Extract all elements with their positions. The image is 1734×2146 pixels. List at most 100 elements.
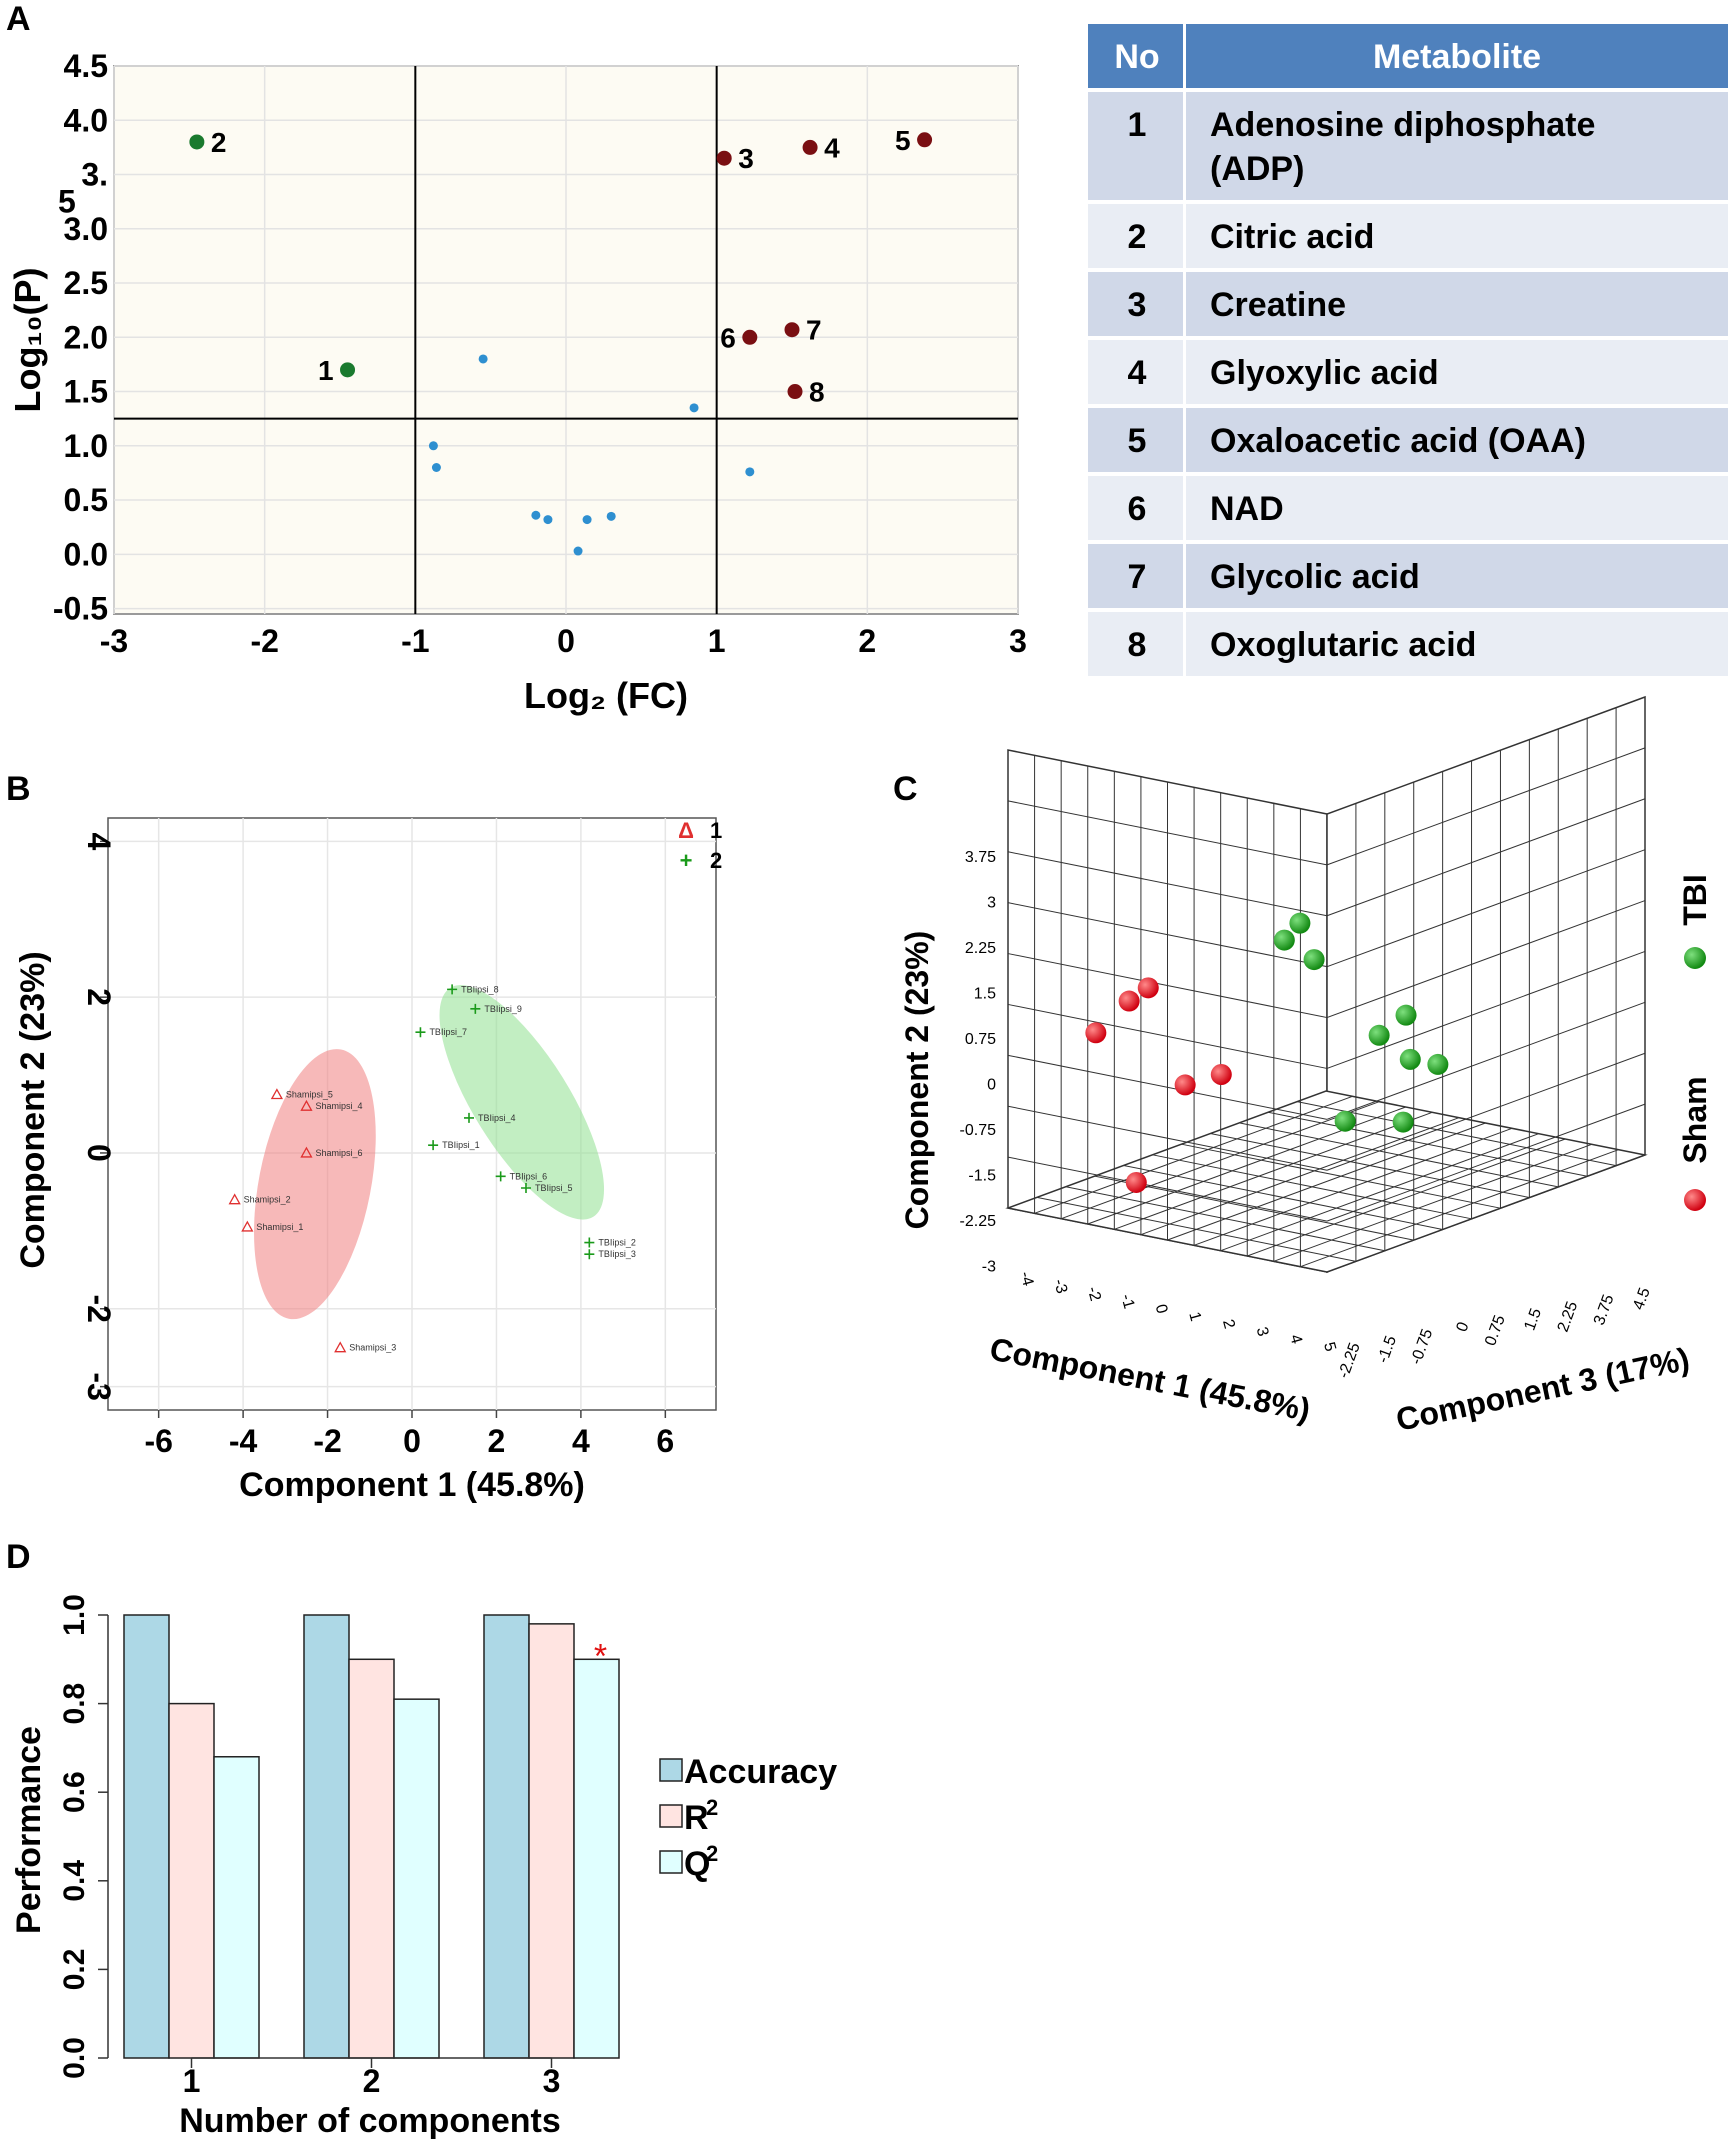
bar bbox=[168, 1702, 215, 2059]
plsda-point-label: TBIipsi_6 bbox=[510, 1171, 548, 1181]
3d-y-tick-label: -2.25 bbox=[960, 1213, 997, 1230]
3d-x-tick-label: 4 bbox=[1286, 1333, 1305, 1346]
plsda-point-tbi bbox=[521, 1183, 531, 1193]
volcano-point bbox=[531, 510, 541, 520]
table-row bbox=[1088, 340, 1183, 404]
bar-legend-swatch bbox=[659, 1804, 683, 1828]
volcano-point bbox=[543, 515, 553, 525]
volcano-point bbox=[917, 132, 933, 148]
3d-point-tbi bbox=[1392, 1111, 1414, 1133]
volcano-y-tick-label: 2.0 bbox=[64, 319, 108, 355]
plsda-y-tick-label: 2 bbox=[81, 988, 117, 1006]
volcano-x-tick-label: -1 bbox=[401, 623, 429, 659]
bar-y-tick-label: 1.0 bbox=[58, 1594, 91, 1636]
plsda-point-label: TBIipsi_7 bbox=[429, 1027, 467, 1037]
3d-point-sham bbox=[1118, 990, 1140, 1012]
3d-y-tick-label: 0.75 bbox=[965, 1031, 996, 1048]
plsda-x-tick-label: 2 bbox=[488, 1423, 506, 1459]
plsda-point-label: Shamipsi_5 bbox=[286, 1090, 333, 1100]
bar-y-tick-label: 0.2 bbox=[58, 1949, 91, 1991]
volcano-point-label: 3 bbox=[738, 143, 754, 174]
plsda-point-label: TBIipsi_1 bbox=[442, 1140, 480, 1150]
panel-b-letter: B bbox=[6, 770, 31, 808]
plsda-point-sham bbox=[241, 1220, 254, 1232]
volcano-point bbox=[606, 511, 616, 521]
bar bbox=[348, 1658, 395, 2059]
table-cell-no: 3 bbox=[1128, 286, 1147, 324]
plsda-legend-label: 1 bbox=[710, 818, 722, 843]
table-row bbox=[1088, 92, 1183, 200]
volcano-y-tick-label: 1.5 bbox=[64, 374, 108, 410]
table-cell-metabolite: Creatine bbox=[1210, 286, 1346, 324]
plsda-point-tbi bbox=[584, 1237, 595, 1248]
3d-point-tbi bbox=[1399, 1048, 1421, 1070]
bar-x-axis-label: Number of components bbox=[179, 2102, 561, 2140]
table-row bbox=[1088, 408, 1183, 472]
table-row bbox=[1186, 408, 1728, 472]
plsda-x-tick-label: 0 bbox=[403, 1423, 421, 1459]
table-cell-no: 4 bbox=[1128, 354, 1147, 392]
plsda-point-sham bbox=[270, 1088, 283, 1100]
bar-y-tick-label: 0.8 bbox=[58, 1683, 91, 1725]
3d-point-tbi bbox=[1334, 1110, 1356, 1132]
table-row bbox=[1088, 612, 1183, 676]
table-cell-no: 2 bbox=[1128, 218, 1147, 256]
3d-x-tick-label: -3 bbox=[1050, 1277, 1070, 1295]
volcano-point bbox=[689, 403, 699, 413]
plsda-point-sham bbox=[334, 1341, 347, 1353]
3d-grid-line bbox=[1007, 902, 1328, 968]
volcano-point bbox=[802, 139, 818, 155]
3d-z-tick-label: -0.75 bbox=[1408, 1327, 1436, 1367]
bar-y-tick-label: 0.0 bbox=[58, 2037, 91, 2079]
3d-point-tbi bbox=[1427, 1053, 1449, 1075]
volcano-plot: -3 -2 -1 0 1 2 3 4.5 4.0 3. 3.0 2.5 2.0 1.5 1.0 0.5 0.0 -… bbox=[7, 48, 1027, 716]
bar bbox=[528, 1623, 575, 2059]
3d-grid-line bbox=[1007, 953, 1328, 1019]
volcano-point bbox=[478, 354, 488, 364]
plsda-x-tick-label: 4 bbox=[572, 1423, 590, 1459]
3d-x-tick-label: 2 bbox=[1219, 1318, 1238, 1331]
legend-3d-label: TBI bbox=[1677, 874, 1713, 926]
significance-asterisk: * bbox=[594, 1637, 607, 1675]
volcano-point bbox=[431, 463, 441, 473]
3d-grid-line bbox=[1036, 1196, 1357, 1262]
3d-point-sham bbox=[1210, 1064, 1232, 1086]
table-cell-metabolite: Citric acid bbox=[1210, 218, 1374, 256]
plsda-x-tick-label: -4 bbox=[229, 1423, 258, 1459]
bar-legend-swatch bbox=[659, 1850, 683, 1874]
table-row bbox=[1088, 204, 1183, 268]
plsda-point-sham bbox=[228, 1193, 241, 1205]
3d-grid-line bbox=[1239, 1122, 1559, 1188]
plsda-point-label: Shamipsi_3 bbox=[349, 1343, 396, 1353]
3d-grid-line bbox=[1094, 1175, 1414, 1241]
volcano-y-tick-label: 4.5 bbox=[64, 48, 108, 84]
table-cell-metabolite: Glycolic acid bbox=[1210, 558, 1420, 596]
3d-y-tick-label: 3.75 bbox=[965, 849, 996, 866]
plsda-y-tick-label: -3 bbox=[81, 1372, 117, 1400]
3d-point-tbi bbox=[1303, 949, 1325, 971]
bar-legend-label: Accuracy bbox=[684, 1753, 837, 1791]
3d-grid-line bbox=[1300, 1149, 1619, 1268]
table-cell-metabolite: Adenosine diphosphate bbox=[1210, 106, 1595, 144]
3d-z-tick-label: 3.75 bbox=[1591, 1292, 1618, 1327]
3d-grid-line bbox=[1065, 1186, 1385, 1252]
plsda-point-tbi bbox=[447, 984, 458, 995]
plsda-point-label: Shamipsi_1 bbox=[256, 1222, 303, 1232]
3d-grid-line bbox=[1007, 851, 1328, 917]
3d-z-tick-label: 1.5 bbox=[1521, 1306, 1545, 1333]
plsda-point-label: TBIipsi_8 bbox=[461, 984, 499, 994]
bar-x-tick-label: 3 bbox=[543, 2063, 561, 2099]
3d-x-tick-label: 0 bbox=[1152, 1303, 1171, 1316]
volcano-point bbox=[742, 329, 758, 345]
volcano-y-tick-label: 3.0 bbox=[64, 211, 108, 247]
3d-grid-line bbox=[1007, 800, 1328, 866]
bar bbox=[303, 1614, 350, 2059]
plsda-x-axis-label: Component 1 (45.8%) bbox=[239, 1466, 585, 1504]
3d-z-axis-label: Component 3 (17%) bbox=[1393, 1341, 1693, 1438]
volcano-point bbox=[428, 441, 438, 451]
3d-grid-line bbox=[1326, 1052, 1646, 1171]
3d-y-tick-label: 1.5 bbox=[974, 986, 996, 1003]
